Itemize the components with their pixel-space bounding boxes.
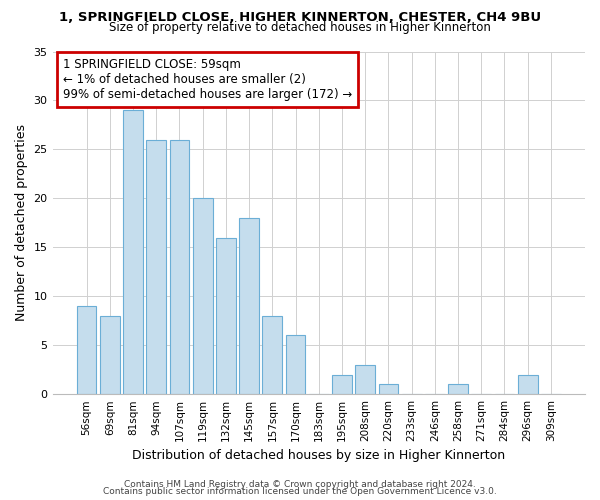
Y-axis label: Number of detached properties: Number of detached properties — [15, 124, 28, 322]
Bar — [379, 384, 398, 394]
Text: 1, SPRINGFIELD CLOSE, HIGHER KINNERTON, CHESTER, CH4 9BU: 1, SPRINGFIELD CLOSE, HIGHER KINNERTON, … — [59, 11, 541, 24]
Bar — [77, 306, 97, 394]
Bar — [100, 316, 119, 394]
Bar — [332, 374, 352, 394]
Bar — [170, 140, 190, 394]
Text: 1 SPRINGFIELD CLOSE: 59sqm
← 1% of detached houses are smaller (2)
99% of semi-d: 1 SPRINGFIELD CLOSE: 59sqm ← 1% of detac… — [63, 58, 352, 102]
Bar — [123, 110, 143, 394]
Bar — [286, 336, 305, 394]
Text: Contains public sector information licensed under the Open Government Licence v3: Contains public sector information licen… — [103, 487, 497, 496]
Bar — [193, 198, 212, 394]
Bar — [146, 140, 166, 394]
Bar — [448, 384, 468, 394]
Bar — [518, 374, 538, 394]
Bar — [239, 218, 259, 394]
Bar — [262, 316, 282, 394]
Text: Size of property relative to detached houses in Higher Kinnerton: Size of property relative to detached ho… — [109, 21, 491, 34]
Bar — [216, 238, 236, 394]
Bar — [355, 365, 375, 394]
Text: Contains HM Land Registry data © Crown copyright and database right 2024.: Contains HM Land Registry data © Crown c… — [124, 480, 476, 489]
X-axis label: Distribution of detached houses by size in Higher Kinnerton: Distribution of detached houses by size … — [132, 450, 505, 462]
